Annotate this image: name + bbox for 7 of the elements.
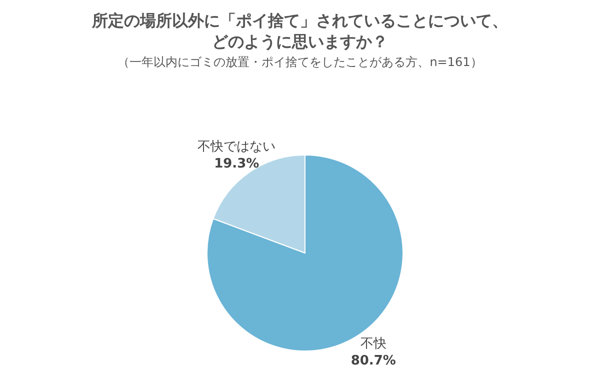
slice-label: 不快ではない [198,139,276,154]
slice-label: 不快 [360,336,386,352]
data-label: 80.7% [350,354,396,369]
chart-subtitle: （一年以内にゴミの放置・ポイ捨てをしたことがある方、n=161） [116,54,484,71]
data-label: 19.3% [214,156,260,172]
chart-title: 所定の場所以外に「ポイ捨て」されていることについて、どのように思いますか？ [90,10,509,52]
pie-slice [206,154,404,352]
